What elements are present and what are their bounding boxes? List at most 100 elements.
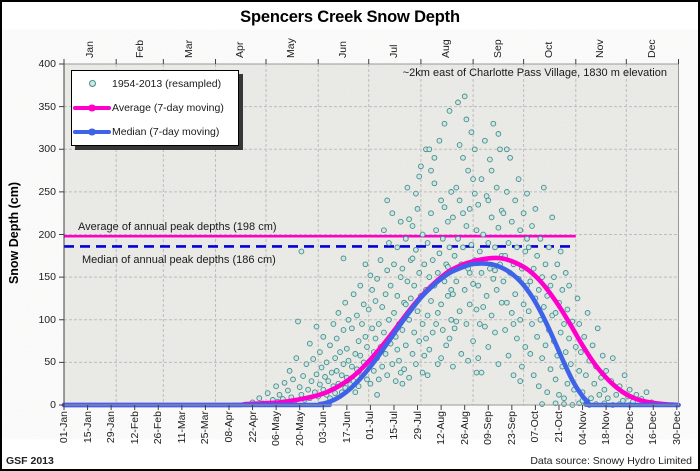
scatter-point [453,318,460,325]
scatter-point [468,241,475,248]
scatter-point [384,372,391,379]
x-tick-label: 15-Jan [81,411,94,444]
scatter-point [441,120,448,127]
scatter-point [399,265,406,272]
scatter-point [495,361,502,367]
scatter-point [544,389,551,396]
scatter-point [562,270,569,276]
scatter-point [424,312,431,319]
scatter-point [298,248,305,255]
scatter-point [369,325,375,332]
scatter-point [384,267,391,274]
scatter-point [460,210,466,217]
scatter-point [554,261,561,268]
scatter-point [542,261,549,268]
x-tick-label: 01-Jul [364,411,377,440]
scatter-point [340,255,347,262]
scatter-point [483,293,490,299]
scatter-point [492,244,498,251]
scatter-point [529,223,535,229]
scatter-point [455,235,461,242]
legend-item-median: Median (7-day moving) [72,120,238,143]
chart-title: Spencers Creek Snow Depth [240,8,460,26]
scatter-point [488,312,495,319]
scatter-point [362,261,369,268]
scatter-point [424,240,431,246]
scatter-point [409,351,416,357]
scatter-point [572,344,579,350]
scatter-point [490,275,497,282]
scatter-point [473,306,480,313]
scatter-point [276,391,283,398]
scatter-point [503,189,510,195]
scatter-point [273,383,279,390]
scatter-point [421,352,428,359]
scatter-point [599,352,606,359]
scatter-point [399,380,406,387]
scatter-point [539,355,545,361]
scatter-point [445,293,451,299]
x-tick-label: 02-Dec [623,411,636,445]
scatter-point [478,176,485,182]
scatter-point [566,335,572,342]
scatter-point [557,329,564,336]
scatter-point [389,210,396,217]
scatter-point [369,287,375,293]
scatter-point [609,355,616,361]
scatter-point [332,355,338,361]
scatter-point [446,244,453,251]
scatter-point [389,361,396,367]
scatter-point [535,287,542,293]
scatter-point [487,265,493,272]
scatter-point [500,278,507,285]
x-tick-label: 03-Jun [317,411,330,444]
legend-item-resampled: 1954-2013 (resampled) [72,72,238,95]
scatter-point [367,380,374,387]
scatter-point [402,301,409,308]
month-label: Oct [542,41,555,58]
scatter-point [552,310,559,316]
scatter-point [495,131,502,137]
scatter-point [493,287,500,293]
scatter-point [584,310,591,316]
scatter-point [387,282,394,289]
scatter-point [557,248,564,255]
scatter-point [485,197,492,204]
axis-ticks [59,59,679,410]
scatter-point [317,349,323,355]
scatter-point [540,184,547,191]
scatter-point [512,197,519,204]
scatter-point [539,401,545,407]
scatter-point [505,240,512,246]
scatter-point [419,321,426,327]
scatter-point [300,373,306,379]
month-label: Jan [84,41,97,58]
scatter-point [296,384,303,390]
scatter-point [456,308,463,315]
scatter-point [520,301,527,308]
x-tick-label: 12-Feb [128,411,141,445]
scatter-point [446,108,453,114]
scatter-point [603,368,609,374]
scatter-point [308,378,315,384]
scatter-point [355,338,362,344]
scatter-point [530,372,537,379]
scatter-point [596,391,603,398]
scatter-point [349,363,355,370]
scatter-point [505,352,512,359]
x-tick-label: 07-Oct [529,411,542,443]
y-tick-label: 100 [38,313,56,326]
scatter-point [397,274,404,280]
median-curve [61,261,681,408]
x-tick-label: 15-Jul [388,411,400,440]
scatter-point [342,299,349,306]
month-label: Jun [336,41,349,58]
median-peak-depth-label: Median of annual peak depths (186 cm) [82,254,276,266]
scatter-point [401,366,407,373]
scatter-point [465,167,471,174]
month-label: Mar [183,39,196,58]
scatter-point [514,244,520,251]
scatter-point [379,363,386,370]
scatter-point [551,274,557,280]
scatter-point [567,361,574,367]
